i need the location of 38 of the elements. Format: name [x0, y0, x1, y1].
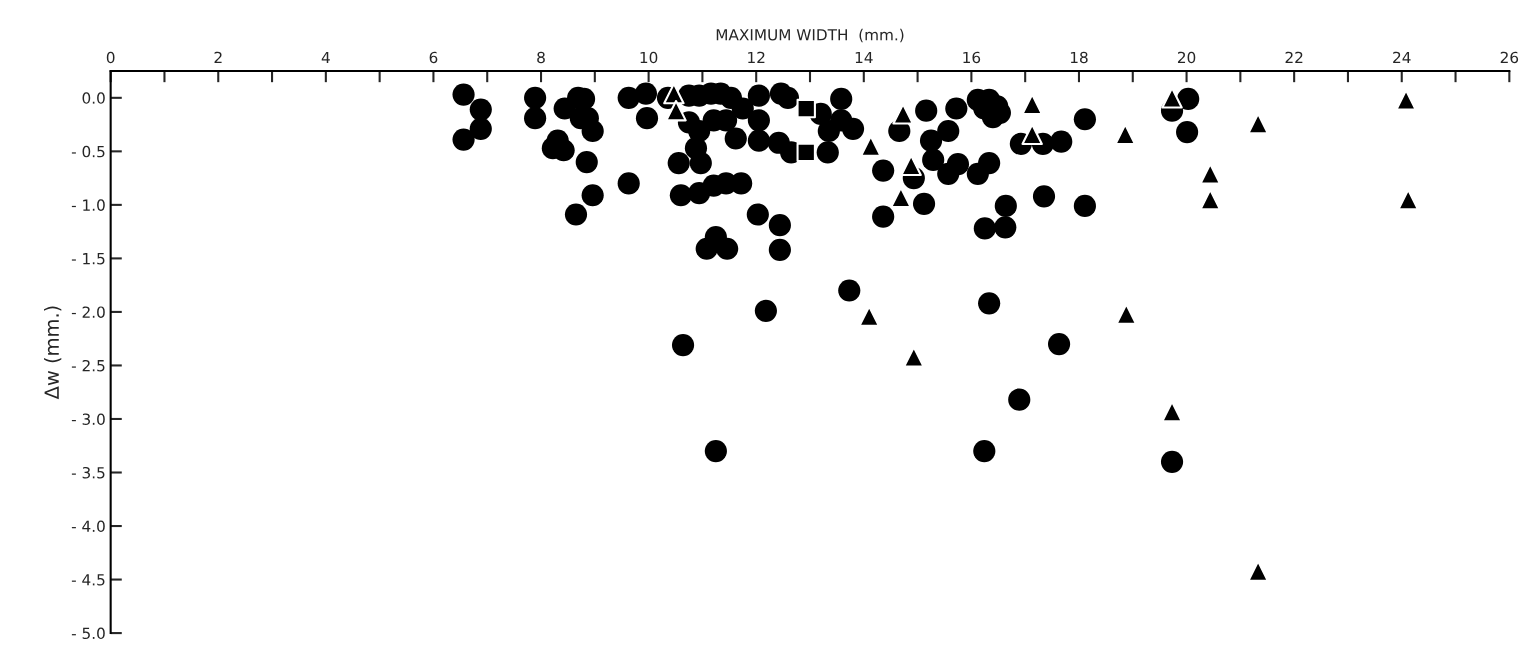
y-tick-label: - 5.0 [71, 627, 105, 640]
y-tick-label: - 1.0 [71, 199, 105, 211]
point [860, 135, 882, 157]
point [1247, 560, 1269, 582]
y-tick-label: - 2.0 [71, 306, 105, 318]
x-tick-label: 20 [1177, 51, 1196, 64]
y-tick-label: - 3.5 [71, 466, 105, 479]
point [1199, 163, 1221, 185]
point [1115, 303, 1138, 325]
x-axis-title: MAXIMUM WIDTH (mm.) [716, 28, 904, 43]
y-tick-label: 0.0 [82, 92, 105, 104]
y-tick-label: - 0.5 [71, 145, 105, 158]
x-tick-label: 16 [963, 51, 981, 64]
point [796, 142, 816, 163]
point [903, 346, 925, 368]
x-tick-label: 10 [640, 51, 658, 64]
point [1395, 89, 1417, 111]
x-tick-label: 12 [748, 51, 765, 64]
y-tick-label: - 3.0 [71, 413, 105, 425]
x-tick-label: 4 [321, 51, 330, 64]
y-tick-label: - 2.5 [71, 359, 105, 372]
x-tick-label: 22 [1285, 51, 1303, 64]
x-tick-label: 18 [1070, 51, 1088, 64]
y-tick-label: - 4.5 [71, 574, 105, 586]
x-tick-label: 26 [1500, 51, 1519, 64]
x-tick-label: 24 [1393, 51, 1411, 64]
x-tick-label: 0 [106, 51, 115, 64]
point [796, 98, 816, 119]
y-tick-label: - 1.5 [71, 253, 105, 265]
x-tick-label: 6 [429, 51, 438, 64]
point [1161, 87, 1183, 109]
x-tick-label: 14 [855, 51, 873, 64]
y-tick-label: - 4.0 [71, 520, 105, 533]
x-tick-label: 2 [214, 51, 222, 64]
x-tick-label: 8 [537, 51, 545, 64]
y-axis-title: Δw (mm.) [44, 306, 62, 400]
point [892, 103, 914, 125]
point [665, 99, 687, 122]
